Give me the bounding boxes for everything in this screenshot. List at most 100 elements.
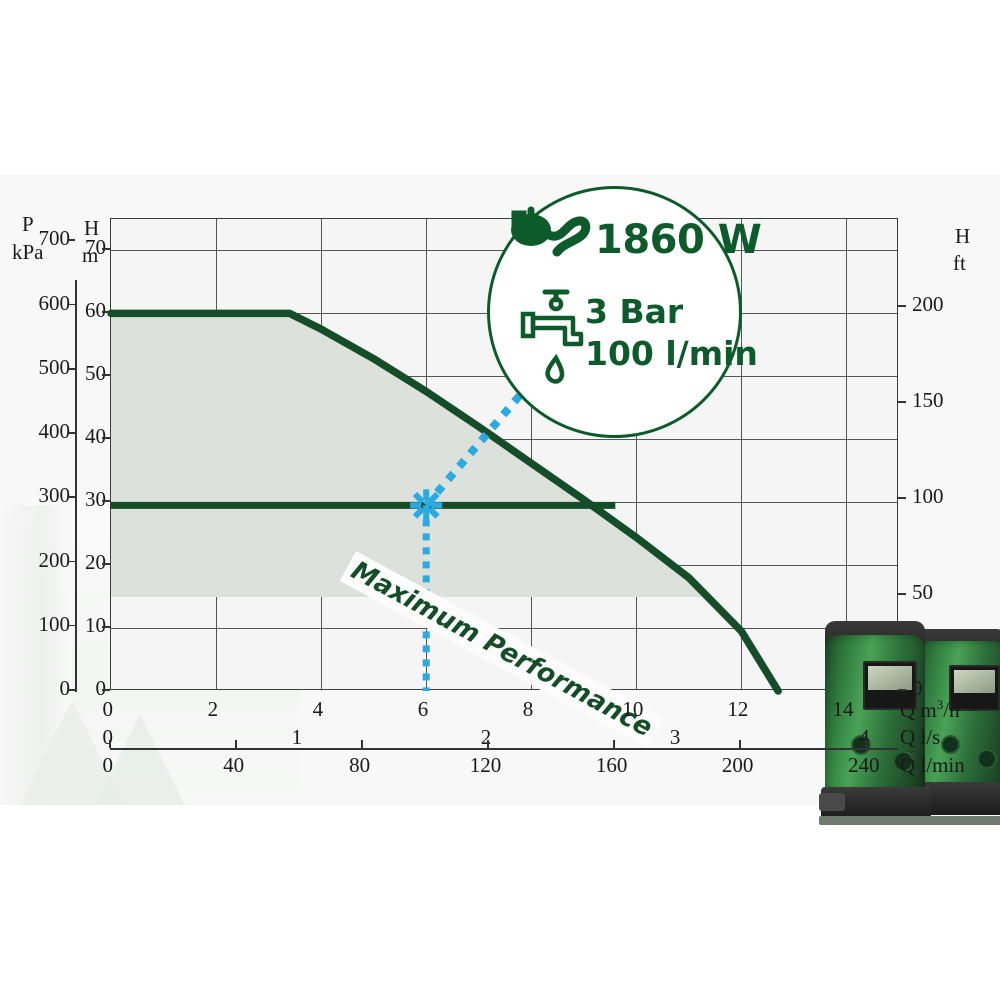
band-slice [662, 557, 667, 597]
band-slice [498, 440, 503, 597]
axis-tick-label: 200 [721, 753, 754, 777]
axis-tick-label: 0 [102, 697, 114, 721]
band-slice [337, 338, 342, 597]
band-slice [193, 313, 198, 597]
band-slice [160, 313, 165, 597]
axis-tick-mark [67, 624, 75, 627]
band-slice [183, 313, 188, 597]
band-slice [633, 535, 638, 597]
band-slice [649, 547, 654, 597]
band-slice [475, 424, 480, 597]
gridline-v [531, 219, 533, 689]
duty-point-ray [427, 491, 440, 504]
band-slice [386, 366, 392, 597]
band-slice [692, 581, 697, 597]
badge-power-value: 1860 W [595, 217, 762, 263]
axis-unit-kpa: kPa [12, 240, 44, 264]
band-slice [314, 325, 319, 597]
band-slice [508, 447, 513, 597]
band-slice [656, 552, 661, 597]
band-slice [258, 313, 264, 597]
band-slice [449, 406, 454, 597]
background-watermark-shape-2 [95, 715, 185, 805]
band-slice [288, 313, 293, 597]
band-slice [564, 485, 569, 597]
axis-tick-mark [109, 740, 111, 748]
band-slice [439, 400, 444, 597]
band-slice [445, 404, 451, 597]
band-slice [537, 467, 543, 597]
band-slice [541, 470, 546, 597]
axis-tick-label: 1 [291, 725, 303, 749]
band-slice [360, 351, 365, 597]
band-slice [482, 428, 487, 597]
band-slice [399, 375, 405, 597]
band-slice [380, 362, 385, 597]
spec-badge: 1860 W 3 Bar 100 l/min [487, 186, 762, 438]
band-slice [396, 373, 401, 597]
band-slice [150, 313, 155, 597]
band-slice [527, 460, 533, 597]
band-slice [550, 476, 556, 597]
axis-tick-mark [67, 303, 75, 306]
band-slice [330, 334, 336, 597]
axis-title-h-m: H [84, 216, 100, 240]
band-slice [353, 347, 359, 597]
band-slice [593, 506, 598, 597]
axis-tick-mark [102, 248, 110, 251]
band-slice [518, 454, 523, 597]
band-slice [262, 313, 267, 597]
axis-tick-label: 500 [38, 354, 71, 379]
band-slice [363, 353, 369, 597]
band-slice [672, 565, 677, 597]
band-slice [547, 474, 552, 597]
axis-tick-label: 0 [95, 676, 107, 700]
band-slice [255, 313, 260, 597]
band-slice [416, 385, 421, 597]
band-slice [403, 377, 408, 597]
band-slice [596, 509, 602, 597]
band-slice [130, 313, 135, 597]
band-slice [429, 393, 434, 597]
axis-tick-label: 0 [102, 725, 114, 749]
axis-title-q-m3h: Q m3/h [900, 697, 960, 723]
axis-tick-label: 200 [912, 292, 944, 317]
axis-tick-label: 10 [622, 697, 644, 721]
axis-unit-ft: ft [953, 251, 966, 275]
band-slice [376, 360, 382, 597]
band-slice [626, 530, 631, 597]
band-slice [281, 313, 286, 597]
axis-tick-label: 12 [727, 697, 749, 721]
band-slice [265, 313, 270, 597]
band-slice [347, 343, 352, 597]
band-slice [291, 314, 296, 597]
band-slice [114, 313, 119, 597]
axis-tick-mark [67, 367, 75, 370]
axis-title-q-m3h-tail: /h [943, 698, 960, 722]
axis-tick-mark [865, 740, 868, 748]
axis-tick-label: 2 [207, 697, 219, 721]
axis-tick-mark [235, 740, 237, 748]
band-slice [642, 542, 648, 597]
band-slice [679, 570, 684, 597]
axis-spine-p [75, 280, 77, 692]
axis-spine-h [110, 748, 898, 750]
band-slice [268, 313, 273, 597]
band-slice [170, 313, 175, 597]
band-slice [534, 465, 539, 597]
band-slice [334, 336, 339, 597]
axis-tick-label: 200 [38, 547, 71, 572]
band-slice [393, 370, 398, 597]
band-slice [606, 516, 612, 597]
band-slice [324, 330, 329, 597]
axis-tick-label: 50 [85, 361, 106, 386]
band-slice [120, 313, 126, 597]
axis-tick-mark [67, 432, 75, 434]
band-slice [235, 313, 241, 597]
band-slice [308, 322, 313, 597]
axis-tick-label: 0 [102, 753, 114, 777]
band-slice [646, 544, 651, 597]
band-slice [570, 490, 575, 597]
duty-point-marker [410, 489, 443, 522]
band-slice [514, 451, 520, 597]
